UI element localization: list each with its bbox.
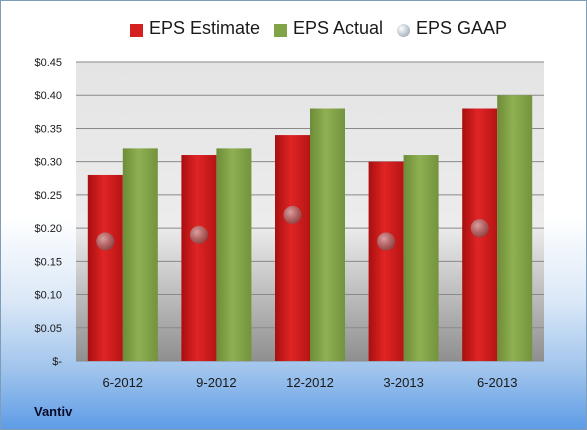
y-tick-label: $0.45 (34, 57, 62, 69)
y-tick-label: $0.30 (34, 157, 62, 169)
x-tick-label: 12-2012 (286, 375, 334, 390)
legend-label-eps-estimate: EPS Estimate (149, 18, 261, 38)
x-tick-label: 3-2013 (383, 375, 423, 390)
company-name: Vantiv (34, 404, 73, 419)
legend-swatch-eps-gaap (397, 24, 410, 37)
legend-swatch-eps-actual (274, 24, 287, 37)
bar-eps-estimate (87, 174, 123, 361)
marker-eps-gaap (283, 205, 302, 224)
legend: EPS Estimate EPS Actual EPS GAAP (1, 15, 587, 45)
x-tick-label: 9-2012 (196, 375, 236, 390)
gaap-markers (96, 205, 489, 251)
bar-eps-estimate (275, 135, 310, 361)
legend-label-eps-gaap: EPS GAAP (416, 18, 508, 38)
y-tick-label: $0.20 (34, 223, 62, 235)
marker-eps-gaap (96, 232, 115, 251)
marker-eps-gaap (189, 225, 208, 244)
bar-eps-estimate (368, 161, 404, 361)
y-tick-label: $0.40 (34, 90, 62, 102)
y-axis: $- $0.05 $0.10 $0.15 $0.20 $0.25 $0.30 $0.35 $0.… (34, 57, 62, 368)
legend-label-eps-actual: EPS Actual (293, 18, 384, 38)
bar-eps-actual (310, 108, 345, 361)
y-tick-label: $0.10 (34, 290, 62, 302)
y-tick-label: $- (52, 356, 62, 368)
y-tick-label: $0.05 (34, 323, 62, 335)
bar-eps-estimate (181, 155, 217, 361)
y-tick-label: $0.35 (34, 123, 62, 135)
bar-eps-actual (403, 155, 439, 361)
legend-swatch-eps-estimate (130, 24, 143, 37)
bar-eps-actual (497, 95, 533, 361)
x-axis: 6-2012 9-2012 12-2012 3-2013 6-2013 (103, 375, 518, 390)
x-tick-label: 6-2012 (103, 375, 143, 390)
marker-eps-gaap (377, 232, 396, 251)
y-tick-label: $0.15 (34, 256, 62, 268)
bars (87, 95, 533, 361)
x-tick-label: 6-2013 (477, 375, 517, 390)
bar-eps-actual (122, 148, 158, 361)
marker-eps-gaap (470, 219, 489, 238)
y-tick-label: $0.25 (34, 190, 62, 202)
bar-eps-actual (216, 148, 252, 361)
